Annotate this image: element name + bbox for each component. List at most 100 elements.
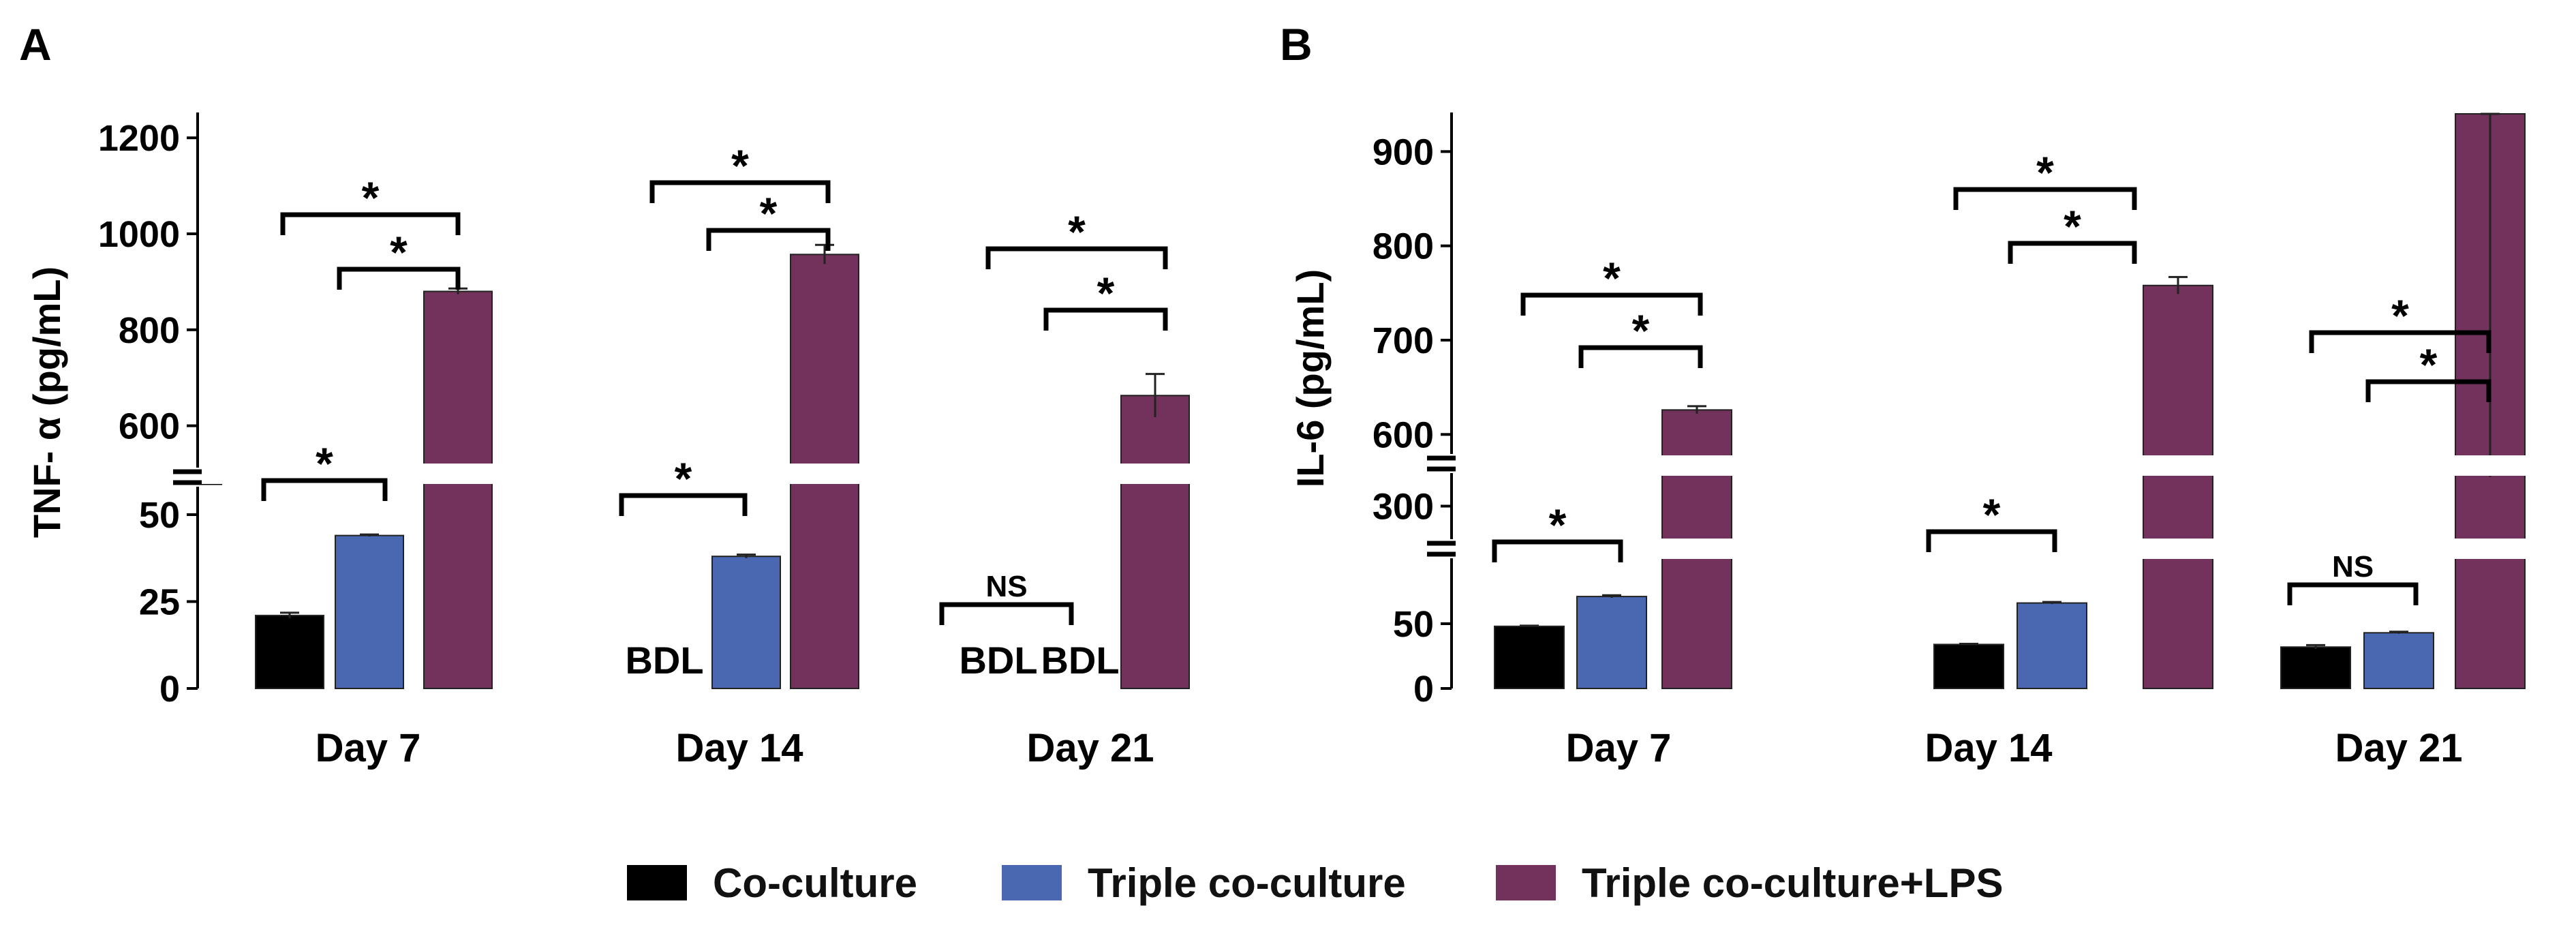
significance-bracket: * [706,188,831,251]
ns-label: NS [2332,550,2374,583]
bracket-line [1953,187,2137,210]
y-axis-title: IL-6 (pg/mL) [1289,269,1332,487]
error-bar [2306,643,2325,650]
x-category-label: Day 7 [316,726,421,770]
bar-co-culture-day-7 [255,614,324,690]
panel-label-b: B [1280,19,1313,70]
error-bar [2389,631,2408,634]
significance-bracket: * [280,172,461,235]
bracket-line [1520,292,1703,316]
error-bar [1959,642,1978,646]
significance-star: * [316,438,333,489]
y-tick-label: 0 [1413,669,1434,710]
significance-bracket: * [261,438,388,501]
y-tick-label: 300 [1373,487,1434,528]
legend-label-co-culture: Co-culture [713,860,917,906]
bar-co-culture-day-7 [1494,625,1565,689]
bracket-line [1043,307,1168,331]
significance-bracket: * [649,140,831,203]
significance-bracket: NS [939,570,1074,625]
ns-label: NS [985,570,1027,603]
significance-bracket: * [1520,253,1703,316]
bracket-line [2008,241,2137,264]
bar-co-culture-day-21 [2280,646,2351,690]
y-tick-label: 0 [159,669,180,710]
significance-star: * [1983,489,2001,540]
legend-swatch-co-culture [627,865,687,900]
bar-triple-co-culture-day-21 [2363,632,2434,689]
y-tick-label: 700 [1373,320,1434,361]
axis-break-band [1456,539,2539,559]
bracket-line [2365,379,2491,402]
axis-break-band [1456,455,2539,476]
significance-star: * [1097,268,1115,318]
significance-star: * [1549,500,1567,550]
legend-label-triple-co-culture: Triple co-culture [1088,860,1406,906]
y-tick-label: 800 [119,310,180,351]
bar-triple-co-culture-day-14 [2017,602,2087,689]
significance-star: * [2391,290,2409,341]
y-tick-label: 50 [1393,604,1434,645]
bar-triple-co-culture-day-7 [335,534,404,689]
significance-star: * [1603,253,1621,303]
y-tick-label: 25 [139,582,180,623]
bracket-line [1492,539,1623,562]
error-bar [815,243,834,264]
bracket-line [280,212,461,235]
bracket-line [1578,345,1703,368]
bracket-line [649,180,831,203]
bar-triple-lps-day-7 [423,290,493,690]
significance-bracket: * [2309,290,2491,353]
significance-bracket: * [1043,268,1168,331]
significance-bracket: * [619,453,748,516]
significance-star: * [2420,339,2438,390]
x-category-label: Day 21 [2335,726,2462,770]
significance-star: * [1068,207,1086,257]
significance-bracket: * [1492,500,1623,562]
significance-star: * [731,140,749,191]
error-bar [1602,594,1621,598]
bracket-line [985,246,1168,269]
panel-label-a: A [19,19,52,70]
legend-item-co-culture: Co-culture [627,855,917,910]
y-tick-label: 50 [139,495,180,536]
bracket-line [337,267,461,290]
significance-star: * [675,453,692,504]
error-bar [1687,405,1706,414]
error-bar [2042,601,2061,605]
bracket-line [1926,529,2057,552]
bracket-line [706,228,831,251]
y-axis-title: TNF- α (pg/mL) [25,267,68,538]
significance-bracket: * [1578,305,1703,368]
legend-item-triple-co-culture: Triple co-culture [1002,855,1406,910]
bracket-line [939,602,1074,625]
significance-bracket: * [985,207,1168,269]
significance-star: * [2064,201,2081,252]
error-bar [280,611,299,618]
x-category-label: Day 21 [1026,726,1154,770]
significance-bracket: NS [2287,550,2419,605]
error-bar [737,554,756,558]
legend: Co-culture Triple co-culture Triple co-c… [0,855,2576,910]
bar-co-culture-day-14 [1933,643,2004,690]
legend-item-triple-lps: Triple co-culture+LPS [1496,855,2004,910]
significance-star: * [390,227,408,277]
bdl-label: BDL [1041,639,1119,682]
legend-label-triple-lps: Triple co-culture+LPS [1582,860,2004,906]
significance-bracket: * [337,227,461,290]
y-tick-label: 600 [1373,414,1434,455]
significance-star: * [1632,305,1650,356]
significance-bracket: * [1926,489,2057,552]
bracket-line [2309,330,2491,353]
bracket-line [261,478,388,501]
error-bar [2168,275,2188,294]
bracket-line [2287,582,2419,605]
significance-bracket: * [2365,339,2491,402]
y-tick-label: 600 [119,406,180,447]
significance-bracket: * [1953,147,2137,210]
y-tick-label: 1200 [98,118,180,159]
error-bar [1146,373,1165,417]
